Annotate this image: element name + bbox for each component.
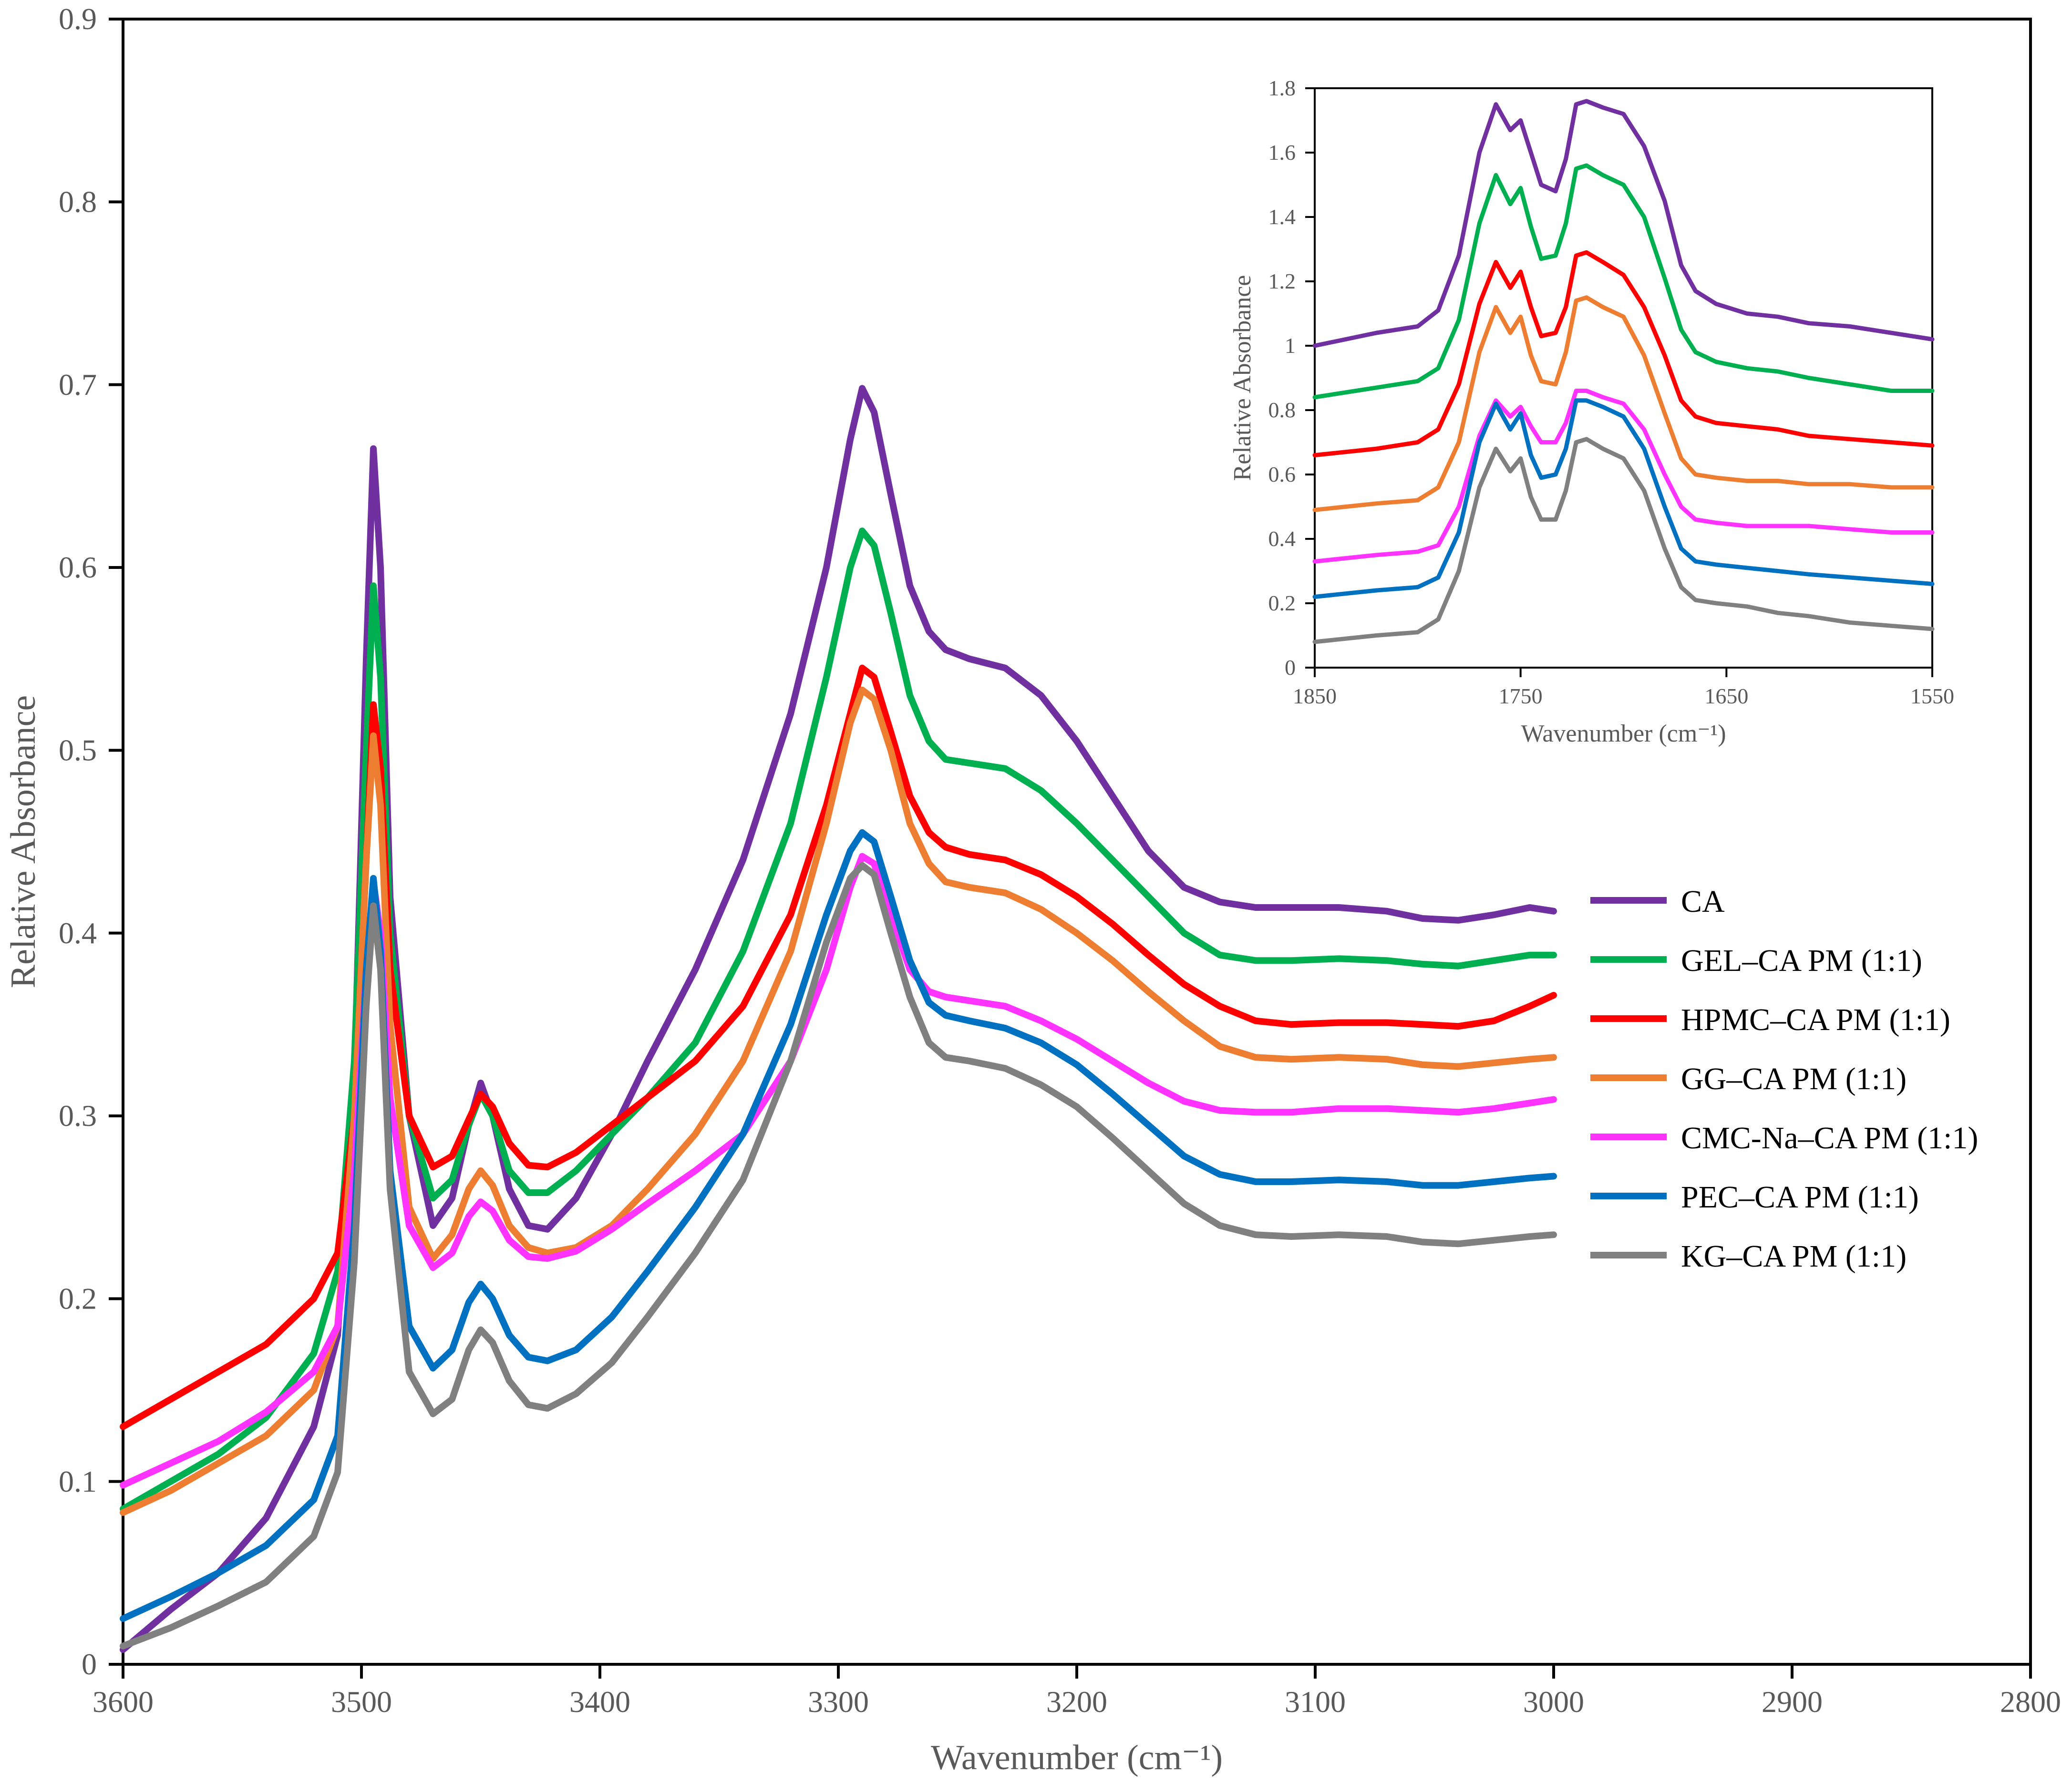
inset-y-tick-label: 0.4: [1268, 526, 1296, 551]
inset-series-cmc-na-ca-pm-1-1: [1312, 389, 1935, 564]
inset-y-tick-label: 1.8: [1268, 76, 1296, 100]
inset-series-gg-ca-pm-1-1: [1312, 295, 1935, 512]
inset-plot-frame: [1314, 87, 1933, 669]
main-y-tick-label: 0.1: [59, 1464, 97, 1498]
main-x-tick-label: 3500: [331, 1685, 392, 1719]
inset-x-axis-title: Wavenumber (cm⁻¹): [1521, 720, 1726, 747]
main-x-axis-title: Wavenumber (cm⁻¹): [931, 1738, 1223, 1777]
main-y-tick-label: 0.6: [59, 550, 97, 584]
main-series-gg-ca-pm-1-1: [120, 686, 1557, 1516]
inset-series-pec-ca-pm-1-1: [1312, 398, 1935, 599]
legend-label-gg-ca-pm-1-1: GG–CA PM (1:1): [1681, 1062, 1907, 1096]
main-x-tick-label: 2900: [1762, 1685, 1823, 1719]
inset-y-tick-label: 1.4: [1268, 205, 1296, 229]
main-y-tick-label: 0.2: [59, 1281, 97, 1315]
inset-series-kg-ca-pm-1-1: [1312, 437, 1935, 644]
inset-plot: 1850 1750 1650 1550 0 0.2 0.4 0.6 0.8 1 1.2 1.4 1.6 1…: [1229, 76, 1954, 747]
inset-series-gel-ca-pm-1-1: [1312, 163, 1935, 400]
inset-x-tick-label: 1650: [1704, 684, 1748, 708]
inset-x-tick-label: 1750: [1499, 684, 1543, 708]
main-series-kg-ca-pm-1-1: [120, 862, 1557, 1650]
inset-series-hpmc-ca-pm-1-1: [1312, 250, 1935, 457]
main-series-hpmc-ca-pm-1-1: [120, 664, 1557, 1430]
main-y-tick-label: 0.9: [59, 2, 97, 36]
main-series-pec-ca-pm-1-1: [120, 829, 1557, 1622]
main-x-tick-label: 3300: [808, 1685, 869, 1719]
main-y-tick-label: 0.3: [59, 1099, 97, 1133]
inset-x-tick-label: 1850: [1293, 684, 1337, 708]
inset-y-tick-label: 0.6: [1268, 462, 1296, 486]
main-x-tick-label: 3100: [1285, 1685, 1346, 1719]
inset-y-tick-label: 0.2: [1268, 591, 1296, 615]
main-plot: 3600 3500 3400 3300 3200 3100 3000 2900 2800 0 0.1…: [4, 2, 2061, 1777]
legend-label-hpmc-ca-pm-1-1: HPMC–CA PM (1:1): [1681, 1002, 1950, 1037]
main-y-tick-label: 0.8: [59, 185, 97, 218]
legend: CA GEL–CA PM (1:1) HPMC–CA PM (1:1) GG–CA P…: [1590, 884, 1978, 1274]
inset-y-tick-label: 1: [1285, 333, 1296, 358]
main-x-tick-label: 3200: [1046, 1685, 1107, 1719]
legend-label-cmc-na-ca-pm-1-1: CMC-Na–CA PM (1:1): [1681, 1121, 1978, 1155]
inset-y-tick-label: 1.6: [1268, 140, 1296, 165]
legend-label-ca: CA: [1681, 884, 1725, 919]
main-x-tick-label: 3000: [1523, 1685, 1584, 1719]
inset-x-tick-label: 1550: [1910, 684, 1954, 708]
inset-y-tick-label: 0.8: [1268, 398, 1296, 422]
main-x-tick-label: 2800: [2000, 1685, 2061, 1719]
main-x-tick-label: 3400: [569, 1685, 630, 1719]
main-y-tick-label: 0.7: [59, 368, 97, 402]
inset-y-axis-title: Relative Absorbance: [1229, 275, 1256, 481]
legend-label-gel-ca-pm-1-1: GEL–CA PM (1:1): [1681, 943, 1922, 978]
main-y-tick-label: 0.4: [59, 916, 97, 950]
inset-y-tick-label: 0: [1285, 655, 1296, 680]
main-series-ca: [120, 385, 1557, 1653]
legend-label-pec-ca-pm-1-1: PEC–CA PM (1:1): [1681, 1180, 1919, 1215]
main-x-tick-label: 3600: [93, 1685, 154, 1719]
main-y-axis-title: Relative Absorbance: [4, 695, 43, 988]
inset-y-tick-label: 1.2: [1268, 269, 1296, 293]
main-y-tick-label: 0.5: [59, 733, 97, 767]
inset-series-ca: [1312, 99, 1935, 348]
legend-label-kg-ca-pm-1-1: KG–CA PM (1:1): [1681, 1239, 1907, 1274]
inset-background: [1315, 88, 1932, 668]
main-series-gel-ca-pm-1-1: [120, 527, 1557, 1513]
main-y-tick-label: 0: [82, 1647, 97, 1681]
